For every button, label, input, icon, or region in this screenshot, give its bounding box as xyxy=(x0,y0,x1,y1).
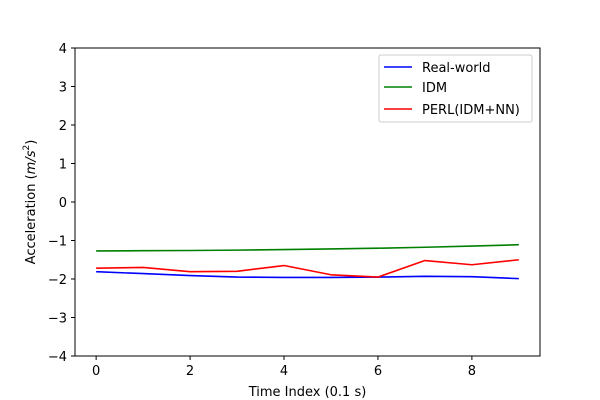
legend: Real-world IDM PERL(IDM+NN) xyxy=(378,54,533,123)
y-tick-label: −3 xyxy=(48,312,67,327)
y-tick-label: 4 xyxy=(59,42,67,57)
y-tick-label: 1 xyxy=(59,158,67,173)
y-axis-label-unit-sep: / xyxy=(24,156,39,163)
x-tick-label: 4 xyxy=(280,364,288,379)
y-tick-label: 2 xyxy=(59,119,67,134)
x-axis-ticks: 0 2 4 6 8 xyxy=(92,356,476,379)
x-tick-label: 6 xyxy=(374,364,382,379)
series-line-2 xyxy=(96,258,519,278)
y-tick-label: 3 xyxy=(59,81,67,96)
series-layer xyxy=(96,243,519,280)
legend-box xyxy=(378,54,533,123)
y-axis-ticks: −4 −3 −2 −1 0 1 2 3 4 xyxy=(48,42,75,365)
y-axis-label-unit-s: s xyxy=(24,150,39,157)
legend-label-idm: IDM xyxy=(422,81,447,96)
x-axis-label: Time Index (0.1 s) xyxy=(248,385,367,400)
legend-label-perl: PERL(IDM+NN) xyxy=(422,103,520,118)
y-tick-label: 0 xyxy=(59,196,67,211)
y-axis-label-text: Acceleration ( xyxy=(24,174,39,264)
y-axis-label-unit-m: m xyxy=(24,162,39,175)
x-tick-label: 8 xyxy=(468,364,476,379)
legend-label-real-world: Real-world xyxy=(422,61,491,76)
y-axis-label-close: ) xyxy=(24,140,39,145)
y-tick-label: −2 xyxy=(48,273,67,288)
series-line-1 xyxy=(96,243,519,252)
series-line-0 xyxy=(96,270,519,280)
x-tick-label: 2 xyxy=(186,364,194,379)
y-tick-label: −1 xyxy=(48,235,67,250)
x-tick-label: 0 xyxy=(92,364,100,379)
y-axis-label: Acceleration (m/s2) xyxy=(22,140,39,265)
y-tick-label: −4 xyxy=(48,350,67,365)
y-axis-label-unit-exponent: 2 xyxy=(22,145,32,151)
